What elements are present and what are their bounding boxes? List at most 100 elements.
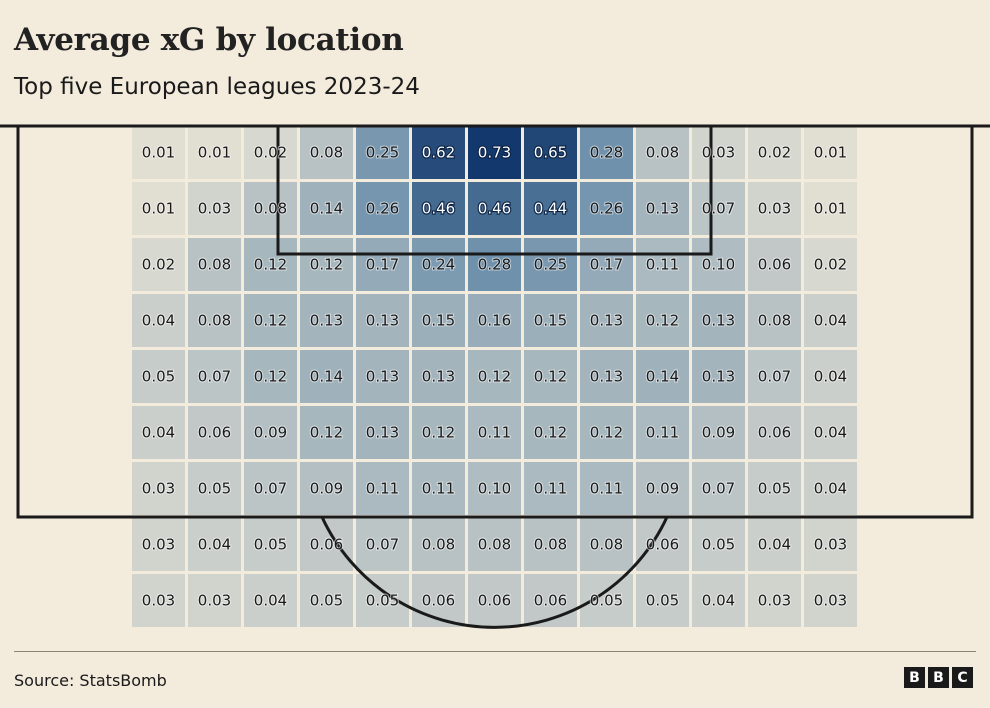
heatmap-cell xyxy=(804,406,857,459)
heatmap-cell xyxy=(412,238,465,291)
cell-value-label: 0.46 xyxy=(478,200,511,218)
heatmap-cell xyxy=(580,294,633,347)
cell-value-label: 0.13 xyxy=(646,200,679,218)
cell-value-label: 0.08 xyxy=(534,536,567,554)
cell-value-label: 0.07 xyxy=(254,480,287,498)
cell-value-label: 0.01 xyxy=(198,144,231,162)
cell-value-label: 0.03 xyxy=(142,592,175,610)
cell-value-label: 0.02 xyxy=(758,144,791,162)
heatmap-cell xyxy=(468,294,521,347)
heatmap-cell xyxy=(804,574,857,627)
cell-value-label: 0.04 xyxy=(758,536,791,554)
cell-value-label: 0.73 xyxy=(478,144,511,162)
cell-value-label: 0.13 xyxy=(590,312,623,330)
cell-value-label: 0.04 xyxy=(142,424,175,442)
cell-value-label: 0.04 xyxy=(814,312,847,330)
cell-value-label: 0.07 xyxy=(702,200,735,218)
cell-value-label: 0.12 xyxy=(254,312,287,330)
heatmap-cell xyxy=(524,182,577,235)
heatmap-cell xyxy=(188,182,241,235)
heatmap-cell xyxy=(132,574,185,627)
heatmap-cell xyxy=(524,462,577,515)
heatmap-cell xyxy=(188,574,241,627)
heatmap-cell xyxy=(132,518,185,571)
heatmap-cell xyxy=(188,238,241,291)
cell-value-label: 0.26 xyxy=(590,200,623,218)
cell-value-label: 0.07 xyxy=(198,368,231,386)
heatmap-cell xyxy=(244,350,297,403)
cell-value-label: 0.25 xyxy=(534,256,567,274)
heatmap-cell xyxy=(244,406,297,459)
cell-value-label: 0.03 xyxy=(702,144,735,162)
cell-value-label: 0.11 xyxy=(366,480,399,498)
cell-value-label: 0.09 xyxy=(254,424,287,442)
heatmap-cell xyxy=(300,182,353,235)
cell-value-label: 0.08 xyxy=(646,144,679,162)
heatmap-cell xyxy=(468,350,521,403)
heatmap-cell xyxy=(468,238,521,291)
heatmap-cell xyxy=(300,294,353,347)
cell-value-label: 0.04 xyxy=(814,368,847,386)
heatmap-cell xyxy=(412,350,465,403)
cell-value-label: 0.13 xyxy=(366,368,399,386)
cell-value-label: 0.11 xyxy=(646,256,679,274)
cell-value-label: 0.14 xyxy=(310,200,343,218)
heatmap-cell xyxy=(692,350,745,403)
cell-value-label: 0.13 xyxy=(590,368,623,386)
heatmap-cell xyxy=(468,126,521,179)
cell-value-label: 0.25 xyxy=(366,144,399,162)
heatmap-cell xyxy=(580,182,633,235)
penalty-arc xyxy=(276,126,713,256)
heatmap-cell xyxy=(300,406,353,459)
cell-value-label: 0.14 xyxy=(646,368,679,386)
cell-value-label: 0.06 xyxy=(758,424,791,442)
cell-value-label: 0.03 xyxy=(814,592,847,610)
cell-value-label: 0.09 xyxy=(646,480,679,498)
heatmap-cell xyxy=(804,462,857,515)
cell-value-label: 0.13 xyxy=(310,312,343,330)
cell-value-label: 0.02 xyxy=(254,144,287,162)
heatmap-cell xyxy=(748,462,801,515)
heatmap-cell xyxy=(524,350,577,403)
cell-value-label: 0.12 xyxy=(254,256,287,274)
cell-value-label: 0.01 xyxy=(814,200,847,218)
heatmap-cell xyxy=(300,238,353,291)
heatmap-cell xyxy=(356,406,409,459)
cell-value-label: 0.06 xyxy=(478,592,511,610)
cell-value-label: 0.06 xyxy=(534,592,567,610)
heatmap-cell xyxy=(132,350,185,403)
cell-value-label: 0.06 xyxy=(422,592,455,610)
heatmap-cell xyxy=(132,126,185,179)
cell-value-label: 0.08 xyxy=(254,200,287,218)
heatmap-cell xyxy=(748,574,801,627)
heatmap-cell xyxy=(580,574,633,627)
cell-value-label: 0.11 xyxy=(478,424,511,442)
chart-subtitle: Top five European leagues 2023-24 xyxy=(14,74,420,100)
heatmap-cell xyxy=(524,518,577,571)
heatmap-cell xyxy=(300,126,353,179)
cell-value-label: 0.11 xyxy=(534,480,567,498)
heatmap-cell xyxy=(468,182,521,235)
bbc-logo-letter: B xyxy=(904,667,925,688)
heatmap-cell xyxy=(468,462,521,515)
cell-value-label: 0.06 xyxy=(198,424,231,442)
cell-value-label: 0.08 xyxy=(198,256,231,274)
heatmap-cell xyxy=(356,574,409,627)
heatmap-cell xyxy=(636,238,689,291)
cell-value-label: 0.01 xyxy=(142,200,175,218)
heatmap-cell xyxy=(804,518,857,571)
penalty-arc xyxy=(16,126,974,519)
heatmap-cell xyxy=(524,126,577,179)
cell-value-label: 0.13 xyxy=(366,424,399,442)
heatmap-cell xyxy=(692,294,745,347)
cell-value-label: 0.03 xyxy=(758,200,791,218)
heatmap-cell xyxy=(244,574,297,627)
heatmap-cell xyxy=(636,406,689,459)
cell-value-label: 0.03 xyxy=(198,200,231,218)
cell-value-label: 0.13 xyxy=(422,368,455,386)
heatmap-cell xyxy=(468,574,521,627)
heatmap-cell xyxy=(692,574,745,627)
cell-value-label: 0.03 xyxy=(142,480,175,498)
heatmap-cell xyxy=(412,182,465,235)
heatmap-cell xyxy=(132,238,185,291)
